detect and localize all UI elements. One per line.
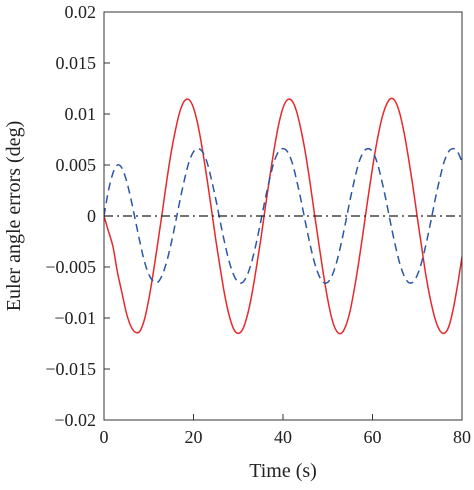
x-tick-label: 80 xyxy=(453,427,471,447)
x-tick-label: 20 xyxy=(185,427,203,447)
y-tick-label: 0.02 xyxy=(65,2,97,22)
y-tick-label: −0.01 xyxy=(54,308,96,328)
y-tick-label: 0.005 xyxy=(56,155,97,175)
y-tick-label: −0.015 xyxy=(45,359,96,379)
y-tick-label: 0.015 xyxy=(56,53,97,73)
x-tick-label: 40 xyxy=(274,427,292,447)
x-tick-label: 0 xyxy=(100,427,109,447)
series-layer xyxy=(104,97,462,335)
y-tick-label: −0.005 xyxy=(45,257,96,277)
y-tick-label: −0.02 xyxy=(54,410,96,430)
ticks-layer: 0 20 40 60 80 −0.02 −0.015 −0.01 −0.005 0 0.005 0.0… xyxy=(45,2,471,447)
plot-area xyxy=(103,11,463,421)
y-tick-label: 0 xyxy=(87,206,96,226)
series-line-1 xyxy=(104,97,462,335)
series-line-2 xyxy=(104,147,462,284)
x-tick-label: 60 xyxy=(364,427,382,447)
y-tick-label: 0.01 xyxy=(65,104,97,124)
x-axis-title: Time (s) xyxy=(249,460,317,482)
y-axis-title: Euler angle errors (deg) xyxy=(3,121,25,311)
